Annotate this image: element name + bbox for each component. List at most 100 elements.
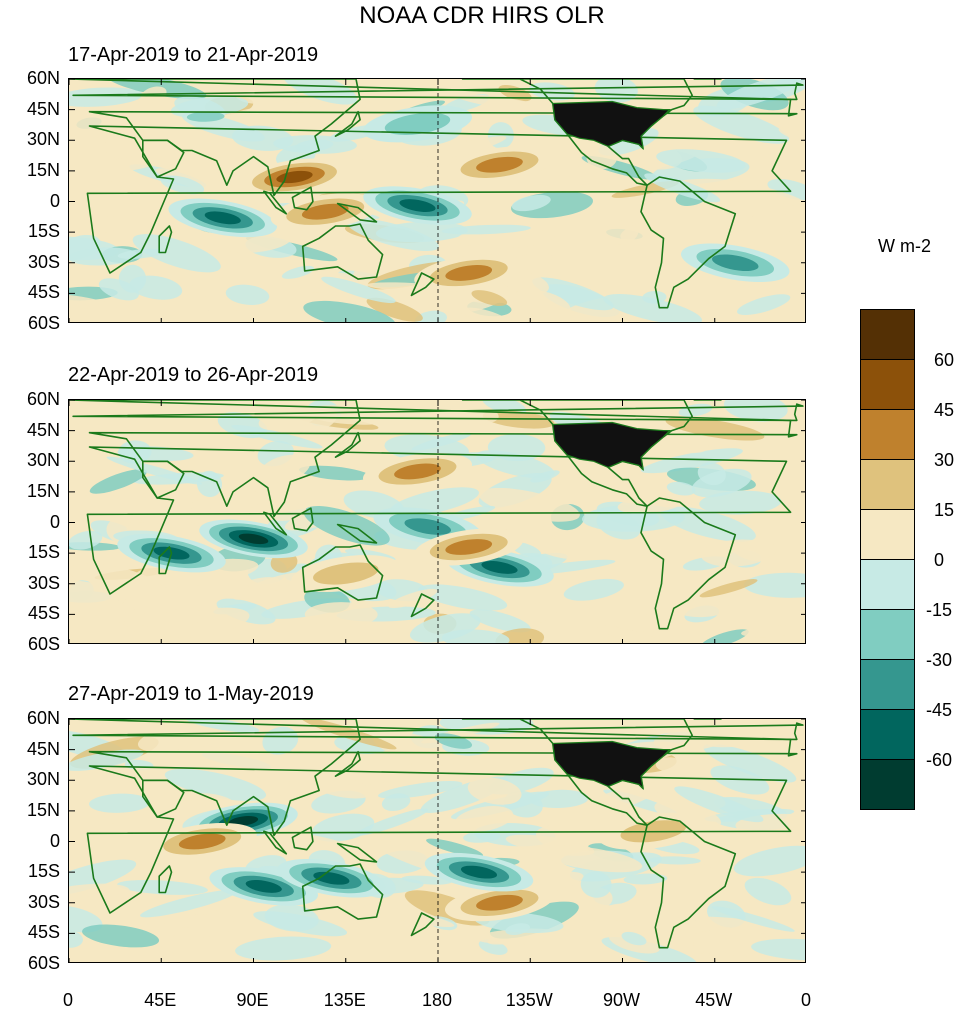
- olr-texture-cell: [106, 456, 203, 485]
- coastline: [291, 186, 314, 211]
- olr-anomaly-south-pacific-wet: [460, 865, 498, 879]
- olr-texture-cell: [401, 875, 452, 885]
- panel-1-map: [68, 78, 806, 323]
- olr-texture-cell: [299, 465, 370, 481]
- y-tick-label: 0: [49, 511, 60, 532]
- panel-1-label: 17-Apr-2019 to 21-Apr-2019: [68, 44, 319, 66]
- y-tick-label: 60S: [27, 313, 60, 333]
- y-tick-label: 15N: [26, 159, 60, 180]
- y-tick-label: 45S: [27, 603, 60, 624]
- olr-texture-cell: [739, 183, 805, 207]
- olr-anomaly-north-pacific-wet: [384, 112, 451, 136]
- olr-texture-cell: [607, 903, 704, 935]
- olr-texture-cell: [621, 931, 647, 946]
- olr-texture-cell: [354, 757, 412, 785]
- olr-texture-cell: [742, 437, 793, 453]
- olr-texture-cell: [82, 924, 160, 948]
- olr-anomaly-south-pacific-dry: [476, 894, 523, 911]
- coastline: [336, 842, 378, 863]
- olr-anomaly-eastern-north-pacific-dry: [476, 156, 523, 173]
- olr-texture-cell: [656, 149, 746, 173]
- olr-texture-cell: [648, 856, 701, 865]
- olr-texture-cell: [540, 845, 643, 873]
- olr-texture-cell: [630, 475, 671, 501]
- colorbar: [860, 309, 915, 810]
- coastline: [263, 830, 288, 855]
- panel-2-map: [68, 399, 806, 644]
- olr-texture-cell: [84, 810, 172, 840]
- olr-texture-cell: [282, 79, 358, 105]
- olr-texture-cell: [741, 625, 802, 638]
- coastline: [334, 110, 361, 138]
- y-tick-label: 30S: [27, 251, 60, 272]
- olr-texture-cell: [388, 588, 438, 609]
- olr-texture-cell: [743, 572, 805, 598]
- olr-texture-cell: [699, 579, 758, 598]
- colorbar-label: 15: [934, 500, 955, 520]
- olr-anomaly-south-pacific-dry: [445, 265, 493, 281]
- olr-texture-cell: [454, 806, 514, 832]
- olr-texture-cell: [69, 580, 119, 610]
- olr-texture-cell: [471, 290, 508, 306]
- coastline: [86, 446, 792, 595]
- olr-texture-cell: [675, 599, 730, 618]
- y-tick-label: 15S: [27, 861, 60, 882]
- olr-texture-cell: [699, 490, 782, 515]
- colorbar-label: -45: [926, 700, 953, 720]
- olr-texture-cell: [755, 743, 805, 761]
- panel-2-label: 22-Apr-2019 to 26-Apr-2019: [68, 364, 319, 386]
- coastline: [86, 125, 792, 274]
- x-tick-label: 45E: [144, 990, 177, 1010]
- olr-texture-cell: [644, 173, 721, 203]
- x-tick-label: 135E: [323, 990, 366, 1010]
- olr-texture-cell: [426, 838, 484, 857]
- olr-texture-cell: [69, 612, 138, 643]
- olr-texture-cell: [89, 793, 151, 813]
- coastline: [334, 431, 361, 459]
- y-tick-label: 60N: [26, 68, 60, 88]
- y-tick-label: 60N: [26, 389, 60, 409]
- olr-texture-cell: [212, 102, 312, 124]
- olr-texture-cell: [529, 82, 575, 101]
- olr-texture-cell: [495, 628, 545, 643]
- olr-texture-cell: [104, 129, 145, 159]
- olr-texture-cell: [462, 307, 511, 322]
- olr-texture-cell: [98, 278, 139, 301]
- y-tick-label: 30S: [27, 572, 60, 593]
- olr-texture-cell: [321, 276, 396, 304]
- olr-texture-cell: [164, 914, 236, 928]
- olr-anomaly-north-pacific-dry: [394, 463, 441, 480]
- olr-texture-cell: [737, 294, 791, 315]
- olr-texture-cell: [117, 879, 208, 895]
- coastline: [72, 403, 804, 422]
- colorbar-label: 45: [934, 400, 955, 420]
- olr-texture-cell: [81, 453, 109, 472]
- olr-texture-cell: [596, 511, 641, 540]
- olr-texture-cell: [132, 234, 221, 273]
- coastline: [334, 750, 361, 778]
- colorbar-box: [860, 359, 915, 410]
- us-county-boundaries: [552, 100, 672, 151]
- y-tick-label: 60N: [26, 708, 60, 728]
- olr-texture-cell: [373, 731, 459, 766]
- olr-texture-cell: [711, 906, 795, 932]
- olr-texture-cell: [137, 725, 204, 752]
- olr-texture-cell: [370, 89, 400, 111]
- y-tick-label: 15N: [26, 480, 60, 501]
- coastline: [69, 400, 798, 518]
- colorbar-box: [860, 309, 915, 360]
- olr-texture-cell: [366, 297, 423, 322]
- coastline: [142, 139, 185, 178]
- y-tick-label: 30S: [27, 891, 60, 912]
- colorbar-box: [860, 559, 915, 610]
- y-tick-label: 60S: [27, 634, 60, 654]
- olr-texture-cell: [304, 271, 380, 286]
- colorbar-label: -60: [926, 750, 953, 770]
- olr-texture-cell: [653, 729, 726, 751]
- olr-texture-cell: [441, 629, 510, 643]
- x-tick-label: 180: [421, 990, 453, 1010]
- olr-texture-cell: [457, 231, 492, 246]
- olr-texture-cell: [178, 285, 206, 310]
- olr-texture-cell: [206, 306, 249, 322]
- coastline: [291, 507, 314, 532]
